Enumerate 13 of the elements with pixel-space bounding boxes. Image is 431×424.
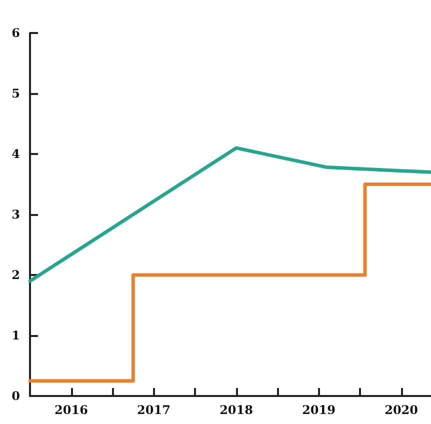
y-tick-label: 6 xyxy=(12,26,20,40)
y-tick-label: 5 xyxy=(12,86,20,100)
line-series xyxy=(28,146,431,283)
y-tick-label: 3 xyxy=(12,208,20,222)
x-tick-label: 2018 xyxy=(220,403,253,417)
x-tick-label: 2020 xyxy=(384,403,418,417)
x-tick-label: 2016 xyxy=(54,403,88,417)
y-tick-label: 2 xyxy=(12,268,20,282)
y-tick-label: 1 xyxy=(12,328,20,342)
y-tick-label: 4 xyxy=(12,147,20,161)
x-tick-label: 2017 xyxy=(137,403,170,417)
y-tick-label: 0 xyxy=(12,389,20,403)
x-tick-label: 2019 xyxy=(302,403,336,417)
